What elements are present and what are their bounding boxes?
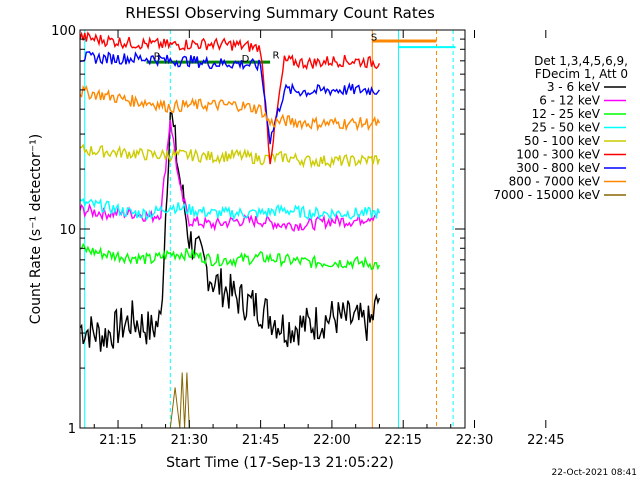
legend-label-0: 3 - 6 keV [547,80,601,94]
y-tick-label-1: 10 [59,223,76,238]
legend-header-0: Det 1,3,4,5,6,9, [534,54,628,68]
chart-title: RHESSI Observing Summary Count Rates [125,4,435,22]
series-line-6 [79,51,380,145]
legend-label-1: 6 - 12 keV [539,94,601,108]
footer-date: 22-Oct-2021 08:41 [552,468,637,478]
series-line-0 [79,111,381,352]
legend-label-3: 25 - 50 keV [532,121,601,135]
y-tick-label-2: 100 [51,24,76,39]
marker-label-1: R [273,50,280,61]
series-line-3 [79,197,381,222]
marker-label-2: R [154,52,161,63]
x-tick-label-4: 22:15 [384,433,421,448]
series-line-8 [169,372,190,429]
x-tick-label-2: 21:45 [242,433,279,448]
marker-label-0: S [371,33,377,44]
y-tick-label-0: 1 [68,422,76,437]
x-tick-label-1: 21:30 [171,433,208,448]
series-line-7 [79,84,381,132]
legend-label-8: 7000 - 15000 keV [493,188,600,202]
legend: Det 1,3,4,5,6,9,FDecim 1, Att 03 - 6 keV… [493,54,628,202]
legend-label-7: 800 - 7000 keV [509,175,601,189]
x-tick-label-6: 22:45 [527,433,564,448]
y-axis-label: Count Rate (s⁻¹ detector⁻¹) [28,134,44,324]
series-line-5 [79,31,381,165]
legend-label-2: 12 - 25 keV [532,107,601,121]
plot-area: S R R D [79,30,456,429]
series-line-4 [79,143,381,169]
plot-frame [79,29,466,429]
marker-label-3: D [242,54,250,65]
axes: 21:15 21:30 21:45 22:00 22:15 22:30 22:45 1 10 10… [51,24,564,448]
legend-label-6: 300 - 800 keV [516,161,600,175]
x-axis-label: Start Time (17-Sep-13 21:05:22) [166,455,394,471]
legend-label-4: 50 - 100 keV [524,134,601,148]
x-tick-label-3: 22:00 [313,433,350,448]
series-line-2 [79,242,381,271]
x-tick-label-5: 22:30 [456,433,493,448]
legend-header-1: FDecim 1, Att 0 [535,67,628,81]
x-tick-label-0: 21:15 [99,433,136,448]
legend-label-5: 100 - 300 keV [516,148,600,162]
series-line-1 [79,120,381,232]
